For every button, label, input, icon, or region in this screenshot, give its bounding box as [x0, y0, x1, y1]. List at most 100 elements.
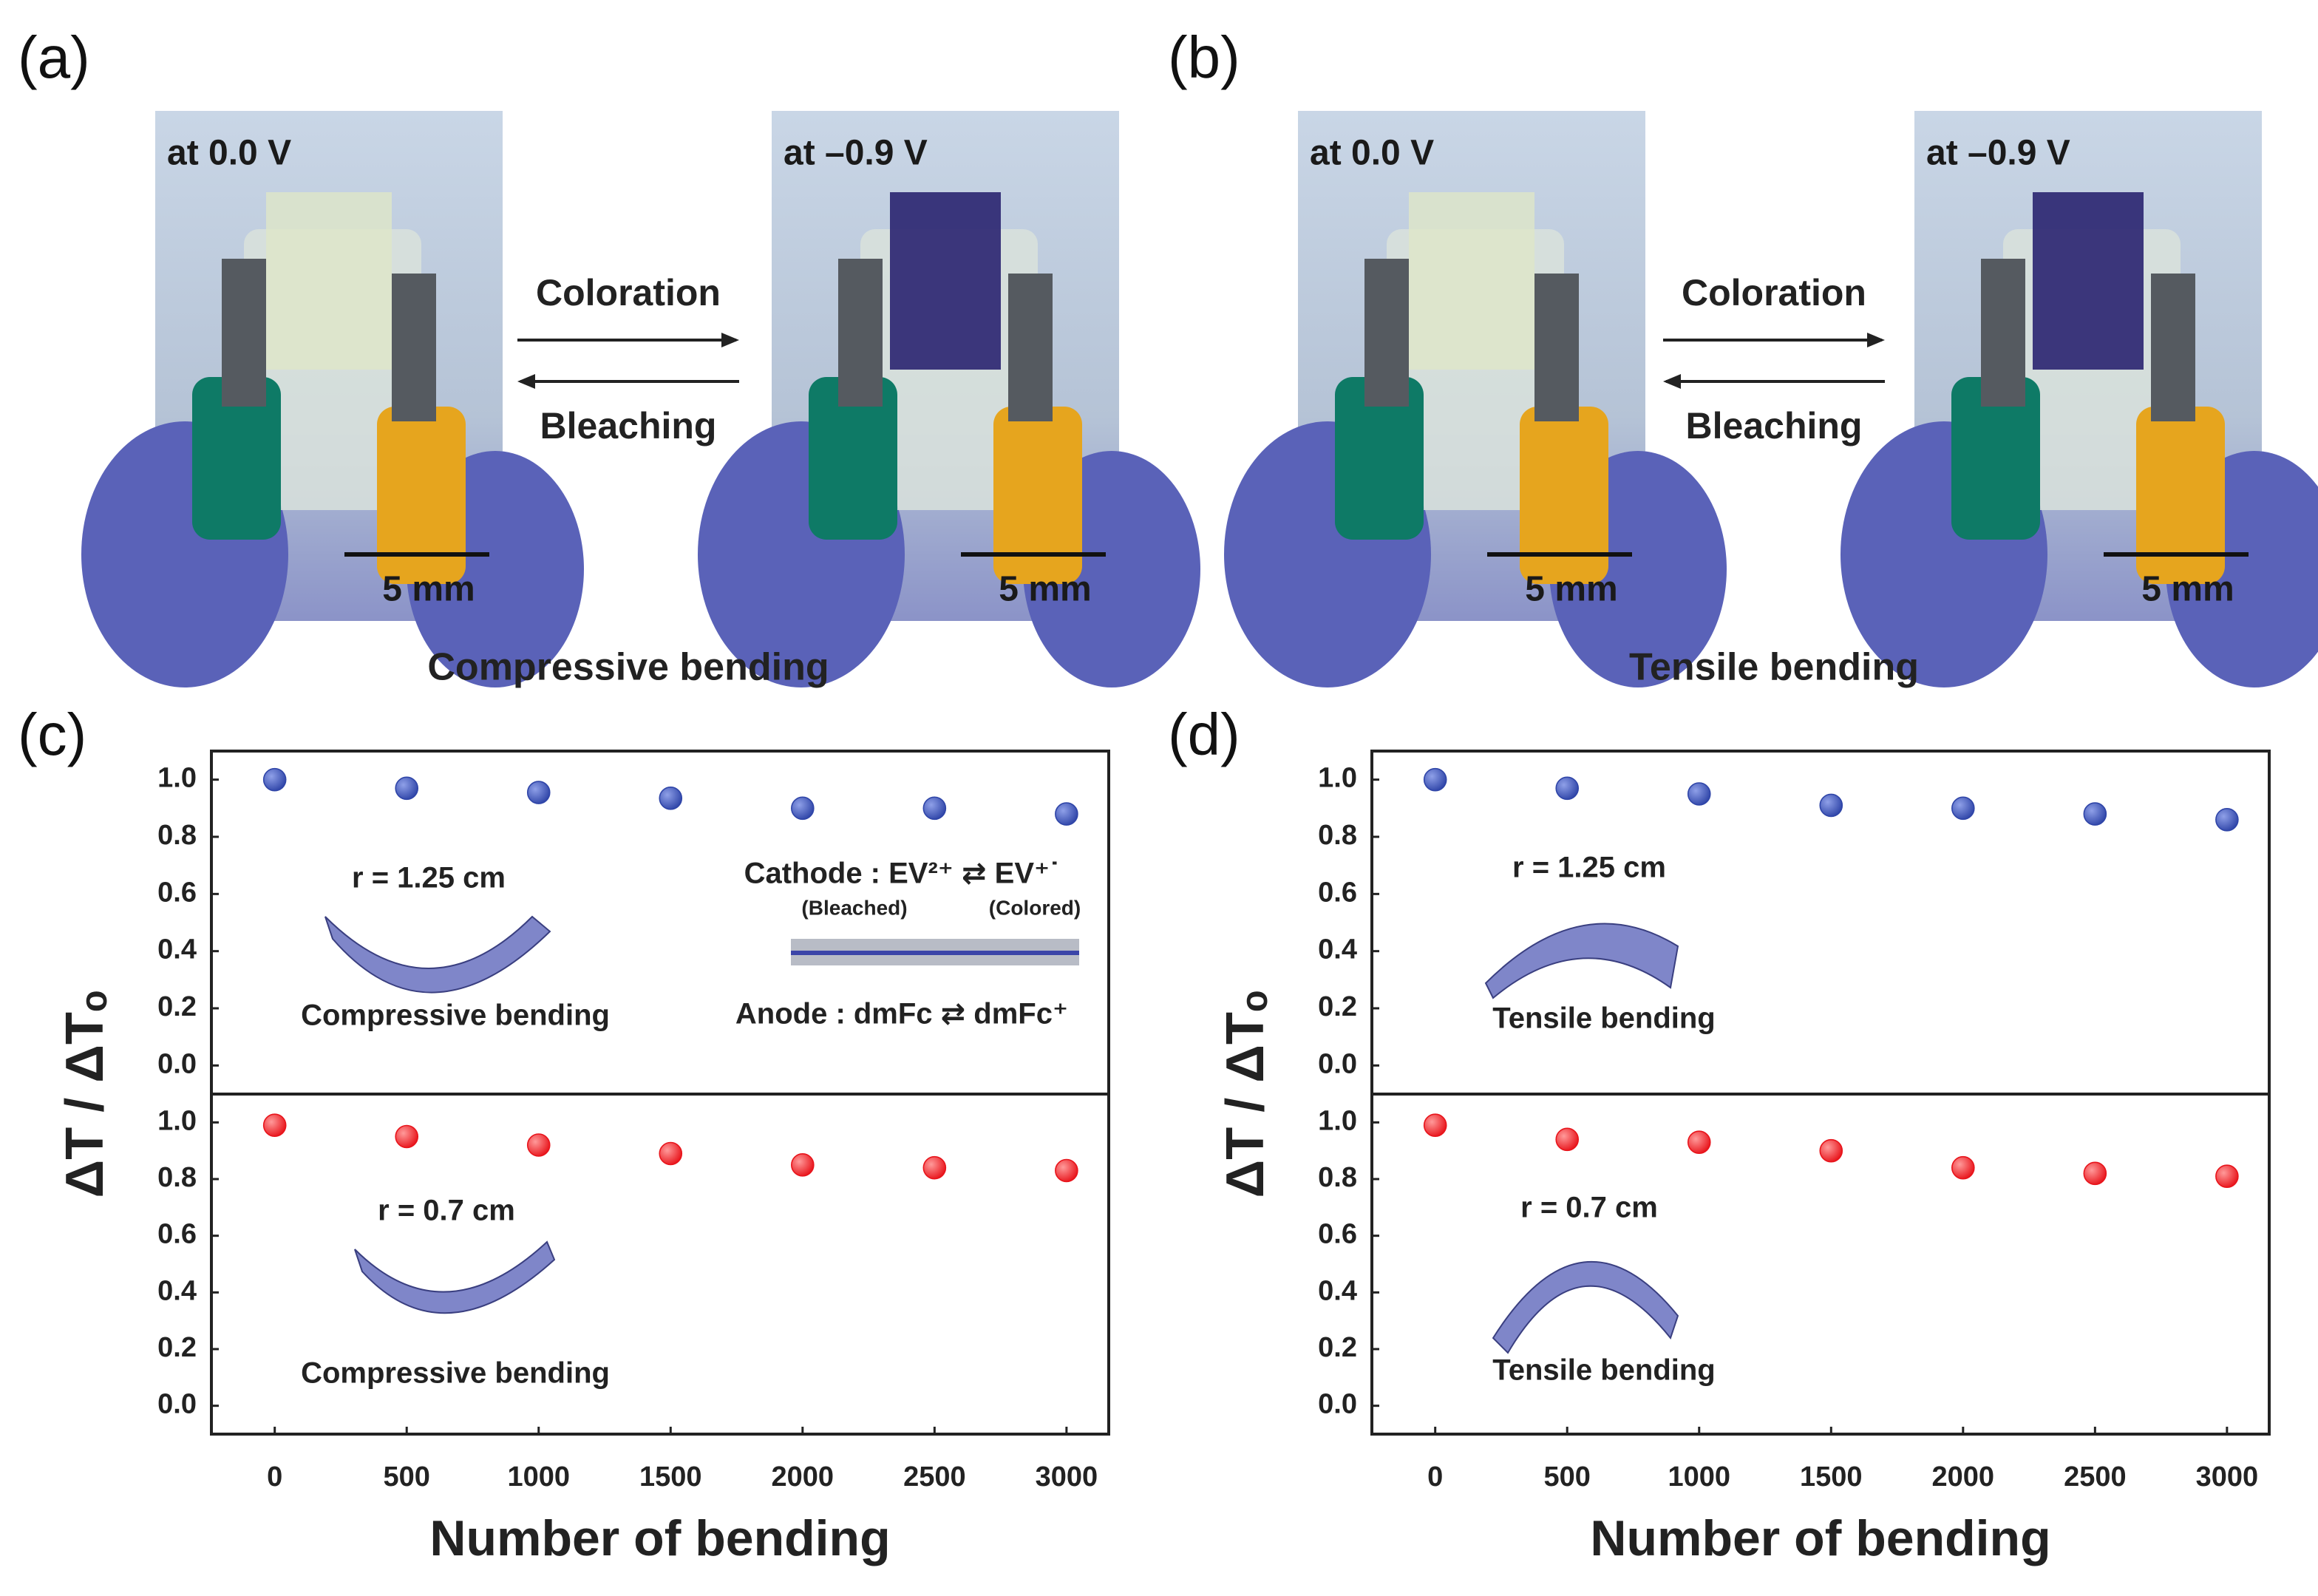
voltage-label: at –0.9 V	[784, 134, 928, 173]
scale-label: 5 mm	[382, 570, 475, 609]
data-point	[1687, 782, 1711, 806]
y-tick-label: 0.8	[157, 820, 197, 851]
data-point	[1819, 1138, 1843, 1163]
y-tick-label: 1.0	[157, 763, 197, 794]
data-point	[262, 1113, 287, 1137]
x-tick-label: 1000	[507, 1461, 570, 1493]
scale-label: 5 mm	[1525, 570, 1617, 609]
x-tick-label: 2000	[1932, 1461, 1995, 1493]
data-point	[1423, 1113, 1447, 1137]
arrow-head	[721, 333, 739, 347]
y-tick-label: 0.6	[1318, 877, 1357, 908]
y-tick-label: 0.4	[1318, 1275, 1357, 1306]
data-point	[1951, 1155, 1975, 1180]
panel-label: (d)	[1168, 702, 1240, 767]
annotation: (Colored)	[989, 896, 1081, 919]
voltage-label: at 0.0 V	[167, 134, 291, 173]
coloration-label: Coloration	[1682, 272, 1866, 313]
annotation: (Bleached)	[801, 896, 907, 919]
data-point	[922, 796, 947, 821]
data-point	[659, 787, 683, 810]
data-point	[922, 1155, 947, 1180]
y-tick-label: 1.0	[1318, 1105, 1357, 1136]
x-tick-label: 1000	[1668, 1461, 1730, 1493]
arrow-head	[1663, 374, 1681, 389]
y-tick-label: 0.2	[1318, 1332, 1357, 1363]
bleached-film	[1409, 192, 1534, 370]
y-tick-label: 0.4	[157, 934, 197, 965]
data-point	[1687, 1130, 1711, 1154]
annotation: r = 1.25 cm	[352, 862, 506, 894]
chart-area: 0.0 0.2 0.4 0.6 0.8 1.0 ΔT / ΔTₒ r = 1.25 cm Com…	[55, 750, 2271, 1566]
y-tick-label: 0.0	[1318, 1048, 1357, 1079]
data-point	[395, 1124, 419, 1149]
y-tick-label: 0.8	[1318, 1162, 1357, 1193]
y-tick-label: 1.0	[1318, 763, 1357, 794]
arrow-head	[517, 374, 535, 389]
x-tick-label: 1500	[1800, 1461, 1863, 1493]
coloration-label: Coloration	[536, 272, 721, 313]
bleaching-label: Bleaching	[1686, 405, 1863, 446]
data-point	[791, 796, 815, 821]
data-point	[395, 776, 419, 801]
x-tick-label: 2500	[903, 1461, 966, 1493]
y-axis-label: ΔT / ΔTₒ	[55, 990, 115, 1198]
x-axis-label: Number of bending	[429, 1510, 890, 1566]
y-tick-label: 0.6	[1318, 1219, 1357, 1250]
data-point	[2083, 802, 2107, 826]
y-tick-label: 0.0	[1318, 1389, 1357, 1420]
data-point	[1819, 793, 1843, 818]
x-tick-label: 0	[1427, 1461, 1443, 1493]
x-axis-label: Number of bending	[1590, 1510, 2050, 1566]
y-tick-label: 0.6	[157, 877, 197, 908]
scale-label: 5 mm	[999, 570, 1091, 609]
data-point	[262, 767, 287, 792]
x-tick-label: 0	[267, 1461, 282, 1493]
annotation: Tensile bending	[1492, 1354, 1716, 1387]
panel-caption: Compressive bending	[427, 646, 829, 689]
photo-area: at 0.0 V 5 mm at –0.9 V 5 mm Coloration Bleac…	[81, 111, 2318, 689]
annotation: r = 0.7 cm	[378, 1195, 515, 1227]
data-point	[1055, 1158, 1078, 1183]
chart: 0.0 0.2 0.4 0.6 0.8 1.0 ΔT / ΔTₒ r = 1.25 cm Ten…	[1216, 750, 2271, 1198]
y-tick-label: 1.0	[157, 1105, 197, 1136]
colored-film	[890, 192, 1001, 370]
panel-label: (a)	[18, 24, 90, 90]
y-tick-label: 0.4	[1318, 934, 1357, 965]
x-tick-label: 2000	[772, 1461, 835, 1493]
x-tick-label: 2500	[2064, 1461, 2127, 1493]
annotation: Compressive bending	[301, 999, 610, 1032]
data-point	[2215, 1164, 2239, 1188]
x-tick-label: 3000	[2196, 1461, 2259, 1493]
plot-frame	[210, 1093, 1110, 1436]
panel-caption: Tensile bending	[1629, 646, 1919, 689]
annotation: r = 0.7 cm	[1520, 1192, 1658, 1224]
panel-label: (c)	[18, 702, 86, 767]
annotation: Tensile bending	[1492, 1002, 1716, 1035]
scale-label: 5 mm	[2141, 570, 2234, 609]
data-point	[791, 1153, 815, 1177]
data-point	[526, 781, 551, 804]
y-tick-label: 0.0	[157, 1048, 197, 1079]
y-tick-label: 0.4	[157, 1275, 197, 1306]
bleached-film	[266, 192, 392, 370]
y-tick-label: 0.0	[157, 1389, 197, 1420]
voltage-label: at 0.0 V	[1310, 134, 1434, 173]
x-tick-label: 3000	[1036, 1461, 1098, 1493]
y-tick-label: 0.8	[157, 1162, 197, 1193]
voltage-label: at –0.9 V	[1926, 134, 2070, 173]
data-point	[659, 1141, 683, 1166]
y-axis-label: ΔT / ΔTₒ	[1216, 990, 1275, 1198]
y-tick-label: 0.8	[1318, 820, 1357, 851]
annotation: Anode : dmFc ⇄ dmFc⁺	[735, 998, 1068, 1030]
chart: 0.0 0.2 0.4 0.6 0.8 1.0 0 500 1000 1500 2000 2500 30…	[157, 1093, 1110, 1566]
x-tick-label: 500	[1544, 1461, 1591, 1493]
data-point	[526, 1133, 551, 1157]
annotation: Cathode : EV²⁺ ⇄ EV⁺˙	[744, 858, 1060, 890]
data-point	[2215, 808, 2239, 832]
bleaching-label: Bleaching	[540, 405, 717, 446]
y-tick-label: 0.2	[157, 991, 197, 1022]
arrow-head	[1867, 333, 1885, 347]
annotation: Compressive bending	[301, 1357, 610, 1390]
data-point	[1951, 796, 1975, 821]
